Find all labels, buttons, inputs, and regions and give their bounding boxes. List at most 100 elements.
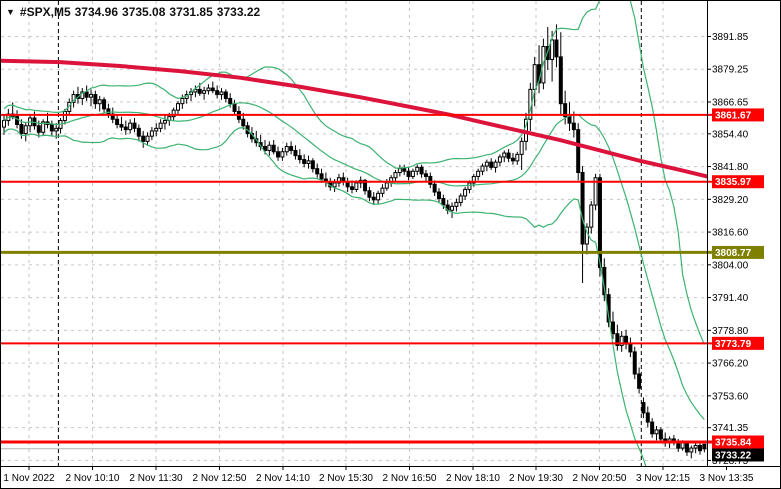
candle-body-bull — [680, 442, 685, 449]
candle-body-bear — [645, 412, 650, 423]
candle-body-bull — [219, 91, 224, 96]
current-price-badge — [712, 448, 764, 462]
candle-body-bear — [367, 190, 372, 198]
ohlc-low-value: 3731.85 — [169, 5, 213, 19]
candle-body-bull — [458, 195, 463, 203]
price-axis-label: 3879.25 — [712, 65, 749, 76]
candle-body-bear — [510, 157, 515, 162]
candle-body-bear — [580, 172, 585, 245]
price-axis-label: 3753.60 — [712, 391, 749, 402]
candle-body-bear — [119, 123, 124, 128]
candle-body-bull — [62, 110, 67, 122]
candle-body-bear — [297, 155, 302, 161]
chart-title-bar: ▼ #SPX,M5 3734.96 3735.08 3731.85 3733.22 — [6, 5, 264, 19]
candle-body-bull — [180, 97, 185, 105]
candle-body-bear — [658, 429, 663, 440]
candle-body-bear — [293, 149, 298, 157]
candle-body-bear — [437, 191, 441, 200]
time-axis-label: 2 Nov 10:10 — [66, 473, 120, 484]
candle-body-bull — [454, 201, 459, 207]
hline-price-badge — [712, 175, 764, 189]
time-axis-label: 2 Nov 11:30 — [129, 473, 183, 484]
candle-body-bear — [423, 173, 428, 177]
candle-body-bull — [2, 120, 6, 128]
price-axis-label: 3854.40 — [712, 129, 749, 140]
candle-body-bull — [97, 99, 102, 105]
candle-body-bear — [215, 90, 220, 96]
candle-body-bull — [354, 182, 359, 190]
candle-body-bear — [428, 175, 433, 185]
candle-body-bull — [376, 192, 381, 201]
candle-body-bull — [519, 140, 524, 155]
candle-body-bull — [471, 175, 476, 184]
candle-body-bear — [36, 125, 41, 133]
candle-body-bear — [136, 127, 141, 137]
candle-body-bear — [223, 91, 228, 99]
price-axis-label: 3791.40 — [712, 293, 749, 304]
candle-body-bull — [193, 88, 198, 93]
candle-body-bull — [480, 165, 485, 172]
candle-body-bear — [228, 97, 233, 105]
candle-body-bull — [497, 156, 502, 163]
candle-body-bear — [432, 183, 437, 193]
candle-body-bull — [550, 39, 555, 60]
candle-body-bull — [171, 109, 176, 118]
candle-body-bull — [502, 152, 507, 158]
candle-body-bear — [210, 87, 215, 92]
candle-body-bear — [567, 116, 572, 124]
candle-body-bear — [289, 146, 294, 151]
hline-price-badge-label: 3808.77 — [715, 248, 752, 259]
candle-body-bear — [132, 122, 137, 129]
time-axis-label: 3 Nov 13:35 — [700, 473, 754, 484]
hline-price-badge-label: 3861.67 — [715, 110, 752, 121]
current-price-badge-label: 3733.22 — [715, 450, 752, 461]
ohlc-open-value: 3734.96 — [74, 5, 119, 19]
candle-body-bull — [532, 64, 537, 90]
candle-body-bear — [276, 151, 281, 158]
candle-body-bear — [402, 168, 407, 172]
candle-body-bull — [384, 182, 389, 189]
candle-body-bull — [654, 429, 659, 435]
hline-price-badge-label: 3835.97 — [715, 177, 752, 188]
candle-body-bull — [54, 127, 59, 132]
price-axis-label: 3866.65 — [712, 97, 749, 108]
symbol-timeframe-label: #SPX,M5 — [19, 5, 71, 19]
candle-body-bull — [467, 182, 472, 190]
price-axis-label: 3778.80 — [712, 326, 749, 337]
time-axis-label: 2 Nov 12:50 — [193, 473, 247, 484]
candle-body-bear — [628, 343, 633, 353]
candle-body-bear — [615, 333, 620, 346]
candle-body-bull — [593, 177, 598, 206]
candle-body-bear — [371, 196, 376, 201]
candle-body-bear — [632, 351, 637, 375]
hline-price-badge-label: 3735.84 — [715, 437, 752, 448]
candle-body-bear — [310, 160, 315, 170]
candle-body-bear — [271, 144, 276, 153]
hline-price-badge-label: 3773.79 — [715, 339, 752, 350]
candle-body-bear — [93, 94, 98, 105]
price-axis-label: 3741.35 — [712, 423, 749, 434]
candle-body-bear — [19, 123, 24, 135]
time-axis-label: 2 Nov 14:10 — [256, 473, 310, 484]
candle-body-bear — [232, 103, 237, 112]
ohlc-popup-toggle-icon[interactable]: ▼ — [6, 7, 15, 17]
candle-body-bear — [123, 126, 128, 131]
candle-body-bear — [15, 116, 20, 125]
candle-body-bear — [350, 186, 354, 190]
candle-body-bull — [154, 127, 159, 132]
candle-body-bear — [558, 56, 563, 105]
candle-body-bull — [23, 125, 28, 135]
candle-body-bear — [102, 99, 107, 110]
candle-body-bear — [363, 179, 368, 192]
candle-body-bull — [493, 161, 498, 168]
candle-body-bull — [393, 172, 398, 179]
candle-body-bear — [637, 373, 642, 389]
candle-body-bear — [419, 166, 424, 175]
candle-body-bull — [380, 187, 385, 194]
candle-body-bear — [197, 88, 202, 94]
candle-body-bear — [115, 118, 120, 125]
candle-body-bear — [441, 198, 446, 206]
candle-body-bull — [689, 447, 694, 453]
